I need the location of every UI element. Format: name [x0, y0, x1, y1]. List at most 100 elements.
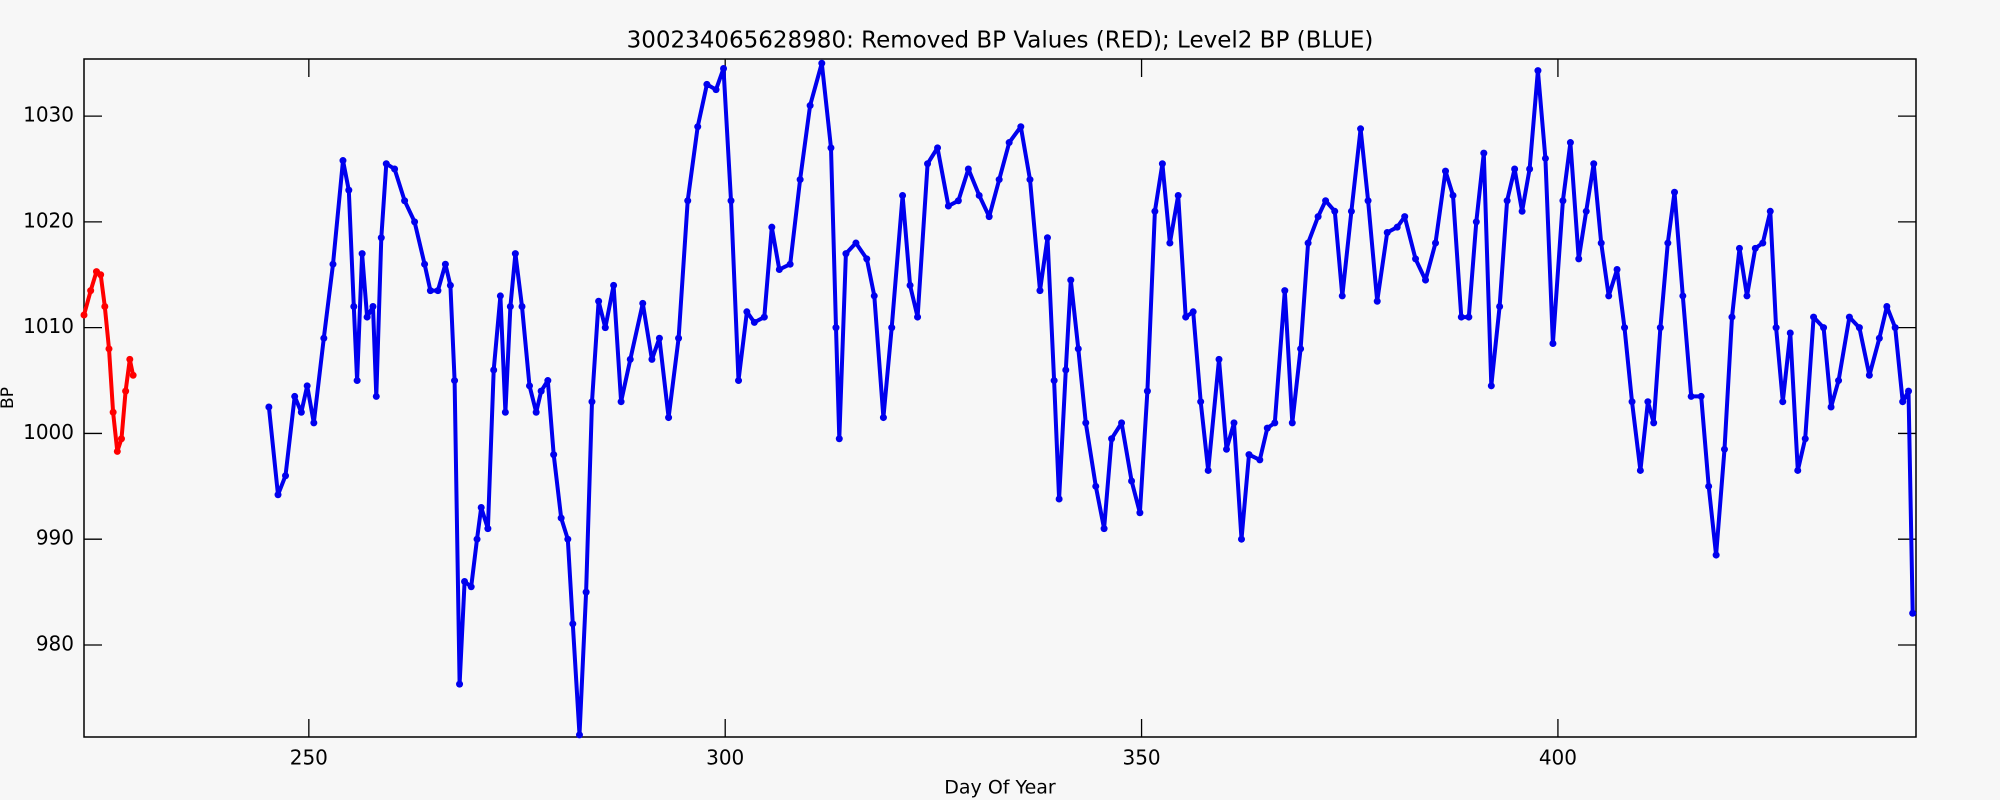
- data-point: [1511, 165, 1519, 173]
- data-point: [501, 408, 509, 416]
- data-point: [1412, 255, 1420, 263]
- data-point: [1487, 382, 1495, 390]
- y-tick-label: 980: [36, 631, 74, 655]
- data-point: [1055, 495, 1063, 503]
- data-point: [1687, 392, 1695, 400]
- data-point: [1650, 419, 1658, 427]
- data-point: [1664, 239, 1672, 247]
- data-point: [1263, 424, 1271, 432]
- data-point: [1644, 398, 1652, 406]
- data-point: [456, 680, 464, 688]
- data-point: [964, 165, 972, 173]
- data-point: [391, 165, 399, 173]
- data-point: [1656, 324, 1664, 332]
- data-point: [1697, 392, 1705, 400]
- data-point: [648, 355, 656, 363]
- data-point: [1108, 435, 1116, 443]
- data-point: [1256, 456, 1264, 464]
- data-point: [610, 281, 618, 289]
- data-point: [105, 345, 113, 353]
- data-point: [975, 191, 983, 199]
- data-point: [617, 398, 625, 406]
- data-point: [1143, 387, 1151, 395]
- data-point: [1705, 482, 1713, 490]
- data-point: [473, 535, 481, 543]
- data-point: [1801, 435, 1809, 443]
- data-point: [1043, 234, 1051, 242]
- data-point: [842, 250, 850, 258]
- data-point: [1215, 355, 1223, 363]
- data-point: [1457, 313, 1465, 321]
- data-point: [434, 287, 442, 295]
- data-point: [906, 281, 914, 289]
- data-point: [924, 160, 932, 168]
- data-point: [1166, 239, 1174, 247]
- x-tick-label: 400: [1539, 746, 1577, 770]
- data-point: [282, 472, 290, 480]
- data-point: [1465, 313, 1473, 321]
- data-point: [345, 186, 353, 194]
- data-point: [775, 265, 783, 273]
- data-point: [557, 514, 565, 522]
- data-point: [1230, 419, 1238, 427]
- data-point: [451, 377, 459, 385]
- data-point: [1671, 188, 1679, 196]
- data-point: [1174, 191, 1182, 199]
- data-point: [806, 102, 814, 110]
- data-point: [291, 392, 299, 400]
- data-point: [1357, 125, 1365, 133]
- series-line: [266, 61, 1915, 737]
- data-point: [1036, 287, 1044, 295]
- data-point: [382, 160, 390, 168]
- data-point: [1118, 419, 1126, 427]
- data-point: [1590, 160, 1598, 168]
- data-point: [446, 281, 454, 289]
- data-point: [569, 620, 577, 628]
- data-point: [995, 176, 1003, 184]
- data-point: [863, 255, 871, 263]
- data-point: [369, 303, 377, 311]
- data-point: [1794, 466, 1802, 474]
- data-point: [954, 197, 962, 205]
- data-point: [126, 355, 134, 363]
- data-point: [1401, 213, 1409, 221]
- data-point: [1197, 398, 1205, 406]
- data-point: [532, 408, 540, 416]
- plot-frame: [83, 58, 1917, 738]
- y-tick-label: 1020: [23, 208, 74, 232]
- data-point: [1636, 466, 1644, 474]
- data-point: [97, 271, 105, 279]
- data-point: [655, 334, 663, 342]
- data-point: [1845, 313, 1853, 321]
- data-point: [1432, 239, 1440, 247]
- data-point: [506, 303, 514, 311]
- data-point: [350, 303, 358, 311]
- data-point: [1597, 239, 1605, 247]
- data-point: [518, 303, 526, 311]
- data-point: [626, 355, 634, 363]
- data-point: [87, 287, 95, 295]
- data-point: [1223, 445, 1231, 453]
- data-point: [944, 202, 952, 210]
- data-point: [544, 377, 552, 385]
- data-point: [1582, 207, 1590, 215]
- data-point: [320, 334, 328, 342]
- data-point: [1779, 398, 1787, 406]
- data-point: [1288, 419, 1296, 427]
- data-point: [914, 313, 922, 321]
- data-point: [363, 313, 371, 321]
- data-point: [1575, 255, 1583, 263]
- data-point: [1237, 535, 1245, 543]
- data-point: [377, 234, 385, 242]
- data-point: [1541, 154, 1549, 162]
- data-point: [122, 387, 130, 395]
- data-point: [101, 303, 109, 311]
- data-point: [1735, 244, 1743, 252]
- data-point: [870, 292, 878, 300]
- x-tick-label: 300: [706, 746, 744, 770]
- data-point: [550, 451, 558, 459]
- data-point: [1766, 207, 1774, 215]
- data-point: [595, 297, 603, 305]
